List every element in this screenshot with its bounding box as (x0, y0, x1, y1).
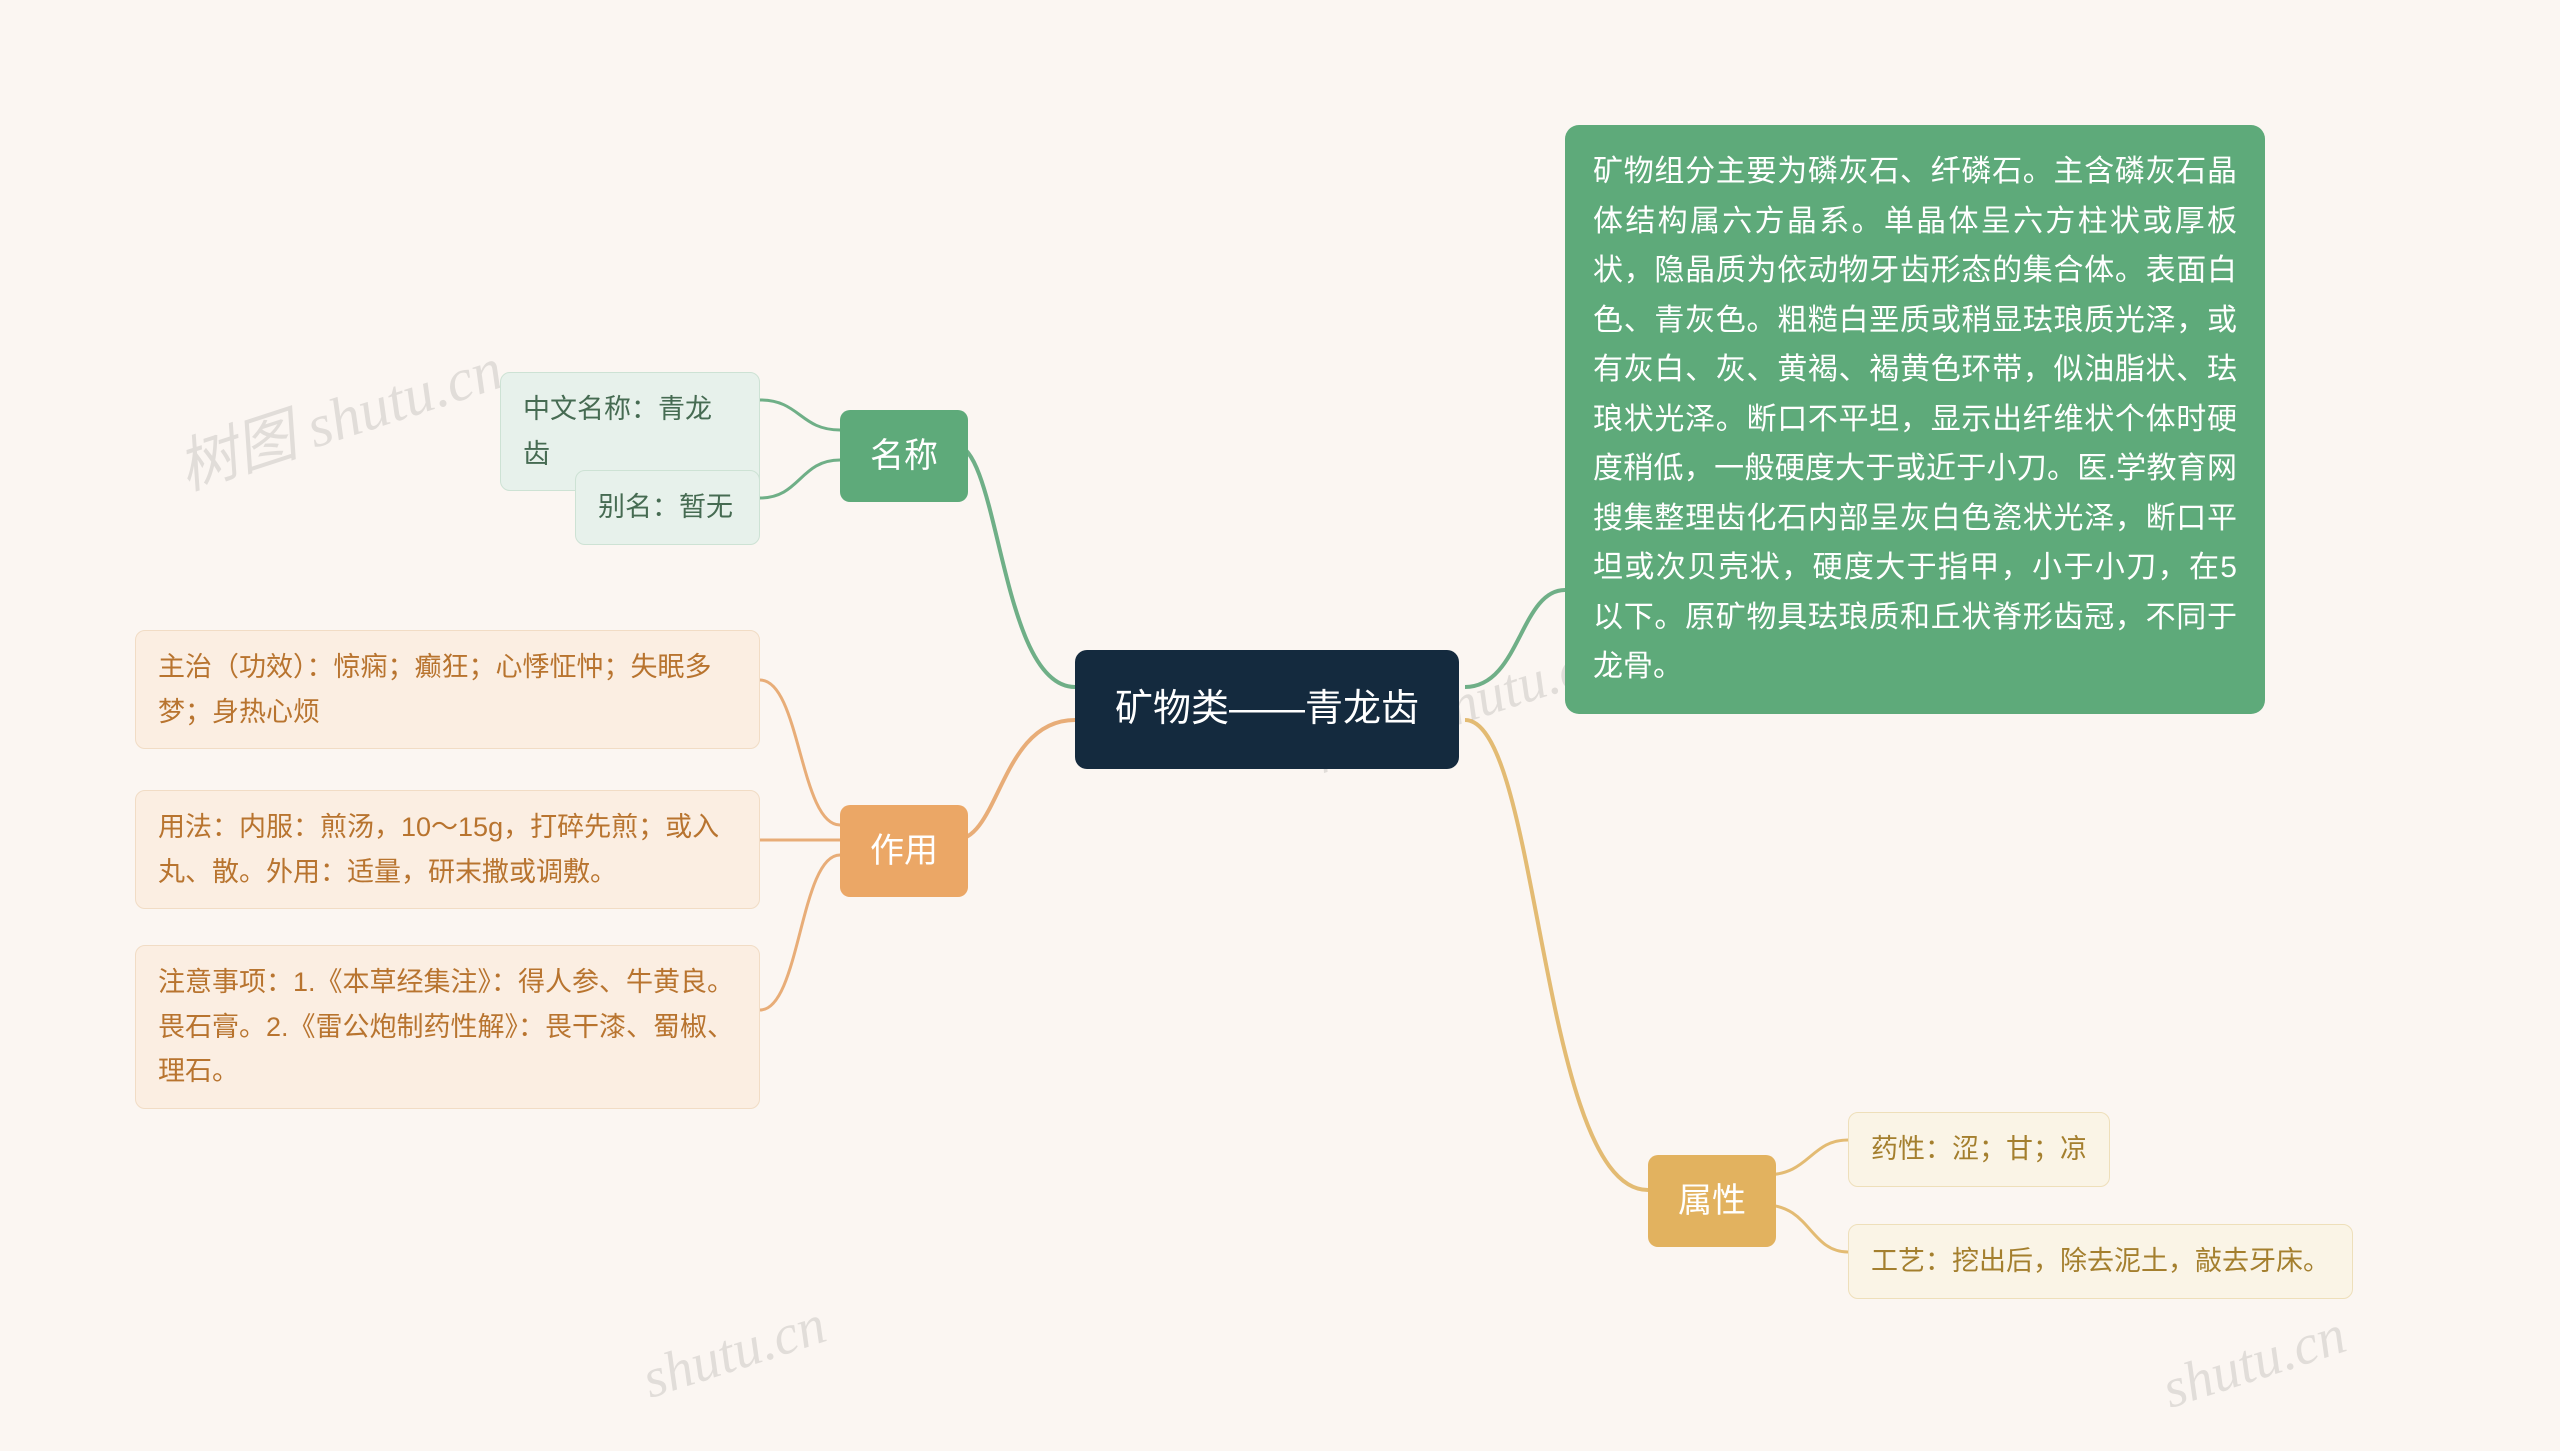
watermark: shutu.cn (2155, 1302, 2354, 1421)
branch-effect[interactable]: 作用 (840, 805, 968, 897)
branch-attribute[interactable]: 属性 (1648, 1155, 1776, 1247)
watermark: 树图 shutu.cn (165, 320, 512, 507)
leaf-usage[interactable]: 用法：内服：煎汤，10～15g，打碎先煎；或入丸、散。外用：适量，研末撒或调敷。 (135, 790, 760, 909)
leaf-caution[interactable]: 注意事项：1.《本草经集注》：得人参、牛黄良。畏石膏。2.《雷公炮制药性解》：畏… (135, 945, 760, 1109)
leaf-alias[interactable]: 别名：暂无 (575, 470, 760, 545)
leaf-process[interactable]: 工艺：挖出后，除去泥土，敲去牙床。 (1848, 1224, 2353, 1299)
branch-description[interactable]: 矿物组分主要为磷灰石、纤磷石。主含磷灰石晶体结构属六方晶系。单晶体呈六方柱状或厚… (1565, 125, 2265, 714)
leaf-nature[interactable]: 药性：涩；甘；凉 (1848, 1112, 2110, 1187)
watermark: shutu.cn (635, 1292, 834, 1411)
branch-name[interactable]: 名称 (840, 410, 968, 502)
leaf-indication[interactable]: 主治（功效）：惊痫；癫狂；心悸怔忡；失眠多梦；身热心烦 (135, 630, 760, 749)
root-node[interactable]: 矿物类——青龙齿 (1075, 650, 1459, 769)
